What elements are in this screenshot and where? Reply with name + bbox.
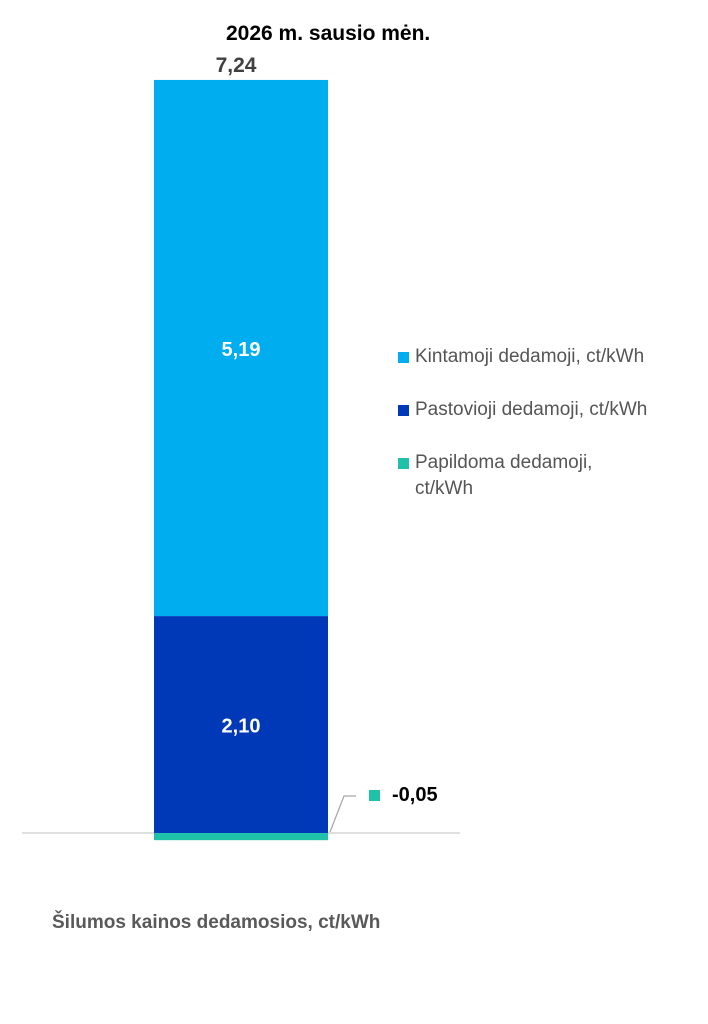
data-label-2: 5,19 [222, 339, 261, 361]
data-label-1: 2,10 [222, 716, 261, 738]
legend: Kintamoji dedamoji, ct/kWh Pastovioji de… [398, 344, 698, 529]
bar-segment-1 [154, 616, 328, 833]
legend-swatch-kintamoji [398, 352, 409, 363]
legend-label-papildoma: Papildoma dedamoji, ct/kWh [415, 452, 593, 499]
legend-swatch-papildoma [398, 458, 409, 469]
legend-item-pastovioji: Pastovioji dedamoji, ct/kWh [398, 397, 698, 423]
legend-label-pastovioji: Pastovioji dedamoji, ct/kWh [415, 399, 648, 420]
bar-segment-2 [154, 79, 328, 617]
callout-swatch-papildoma [369, 790, 380, 801]
legend-label-kintamoji: Kintamoji dedamoji, ct/kWh [415, 346, 645, 367]
bar-segment-0 [154, 833, 328, 841]
legend-item-papildoma: Papildoma dedamoji, ct/kWh [398, 450, 698, 502]
callout-leader-line [329, 795, 356, 833]
legend-swatch-pastovioji [398, 405, 409, 416]
axis-title: Šilumos kainos dedamosios, ct/kWh [52, 912, 381, 933]
legend-item-kintamoji: Kintamoji dedamoji, ct/kWh [398, 344, 698, 370]
callout-label-papildoma: -0,05 [392, 784, 438, 806]
category-label: 2026 m. sausio mėn. [226, 22, 431, 45]
total-label: 7,24 [216, 54, 257, 77]
